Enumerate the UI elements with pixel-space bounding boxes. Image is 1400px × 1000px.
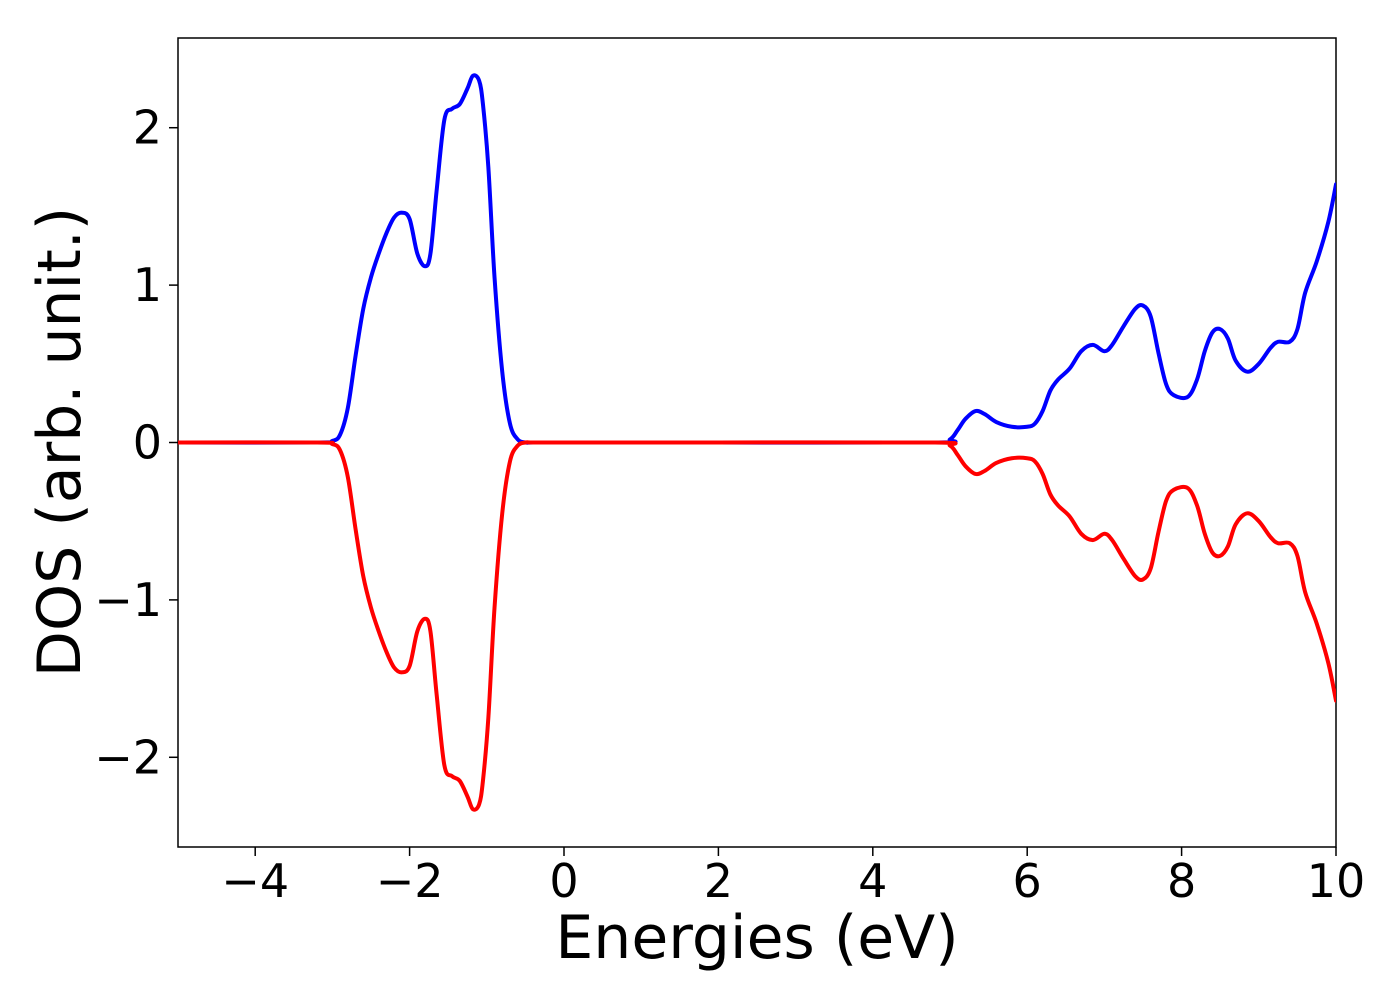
y-tick-label: −1 [94,573,162,627]
x-tick-label: 6 [1013,854,1042,908]
x-tick-label: −4 [221,854,289,908]
dos-line-up [178,73,1336,445]
x-tick-label: −2 [376,854,444,908]
x-tick-label: 8 [1167,854,1196,908]
y-tick-label: −2 [94,730,162,784]
x-axis-ticks: −4 −2 0 2 4 6 8 10 [221,847,1365,908]
dos-line-down [178,440,1336,812]
x-tick-label: 0 [549,854,578,908]
y-axis-label: DOS (arb. unit.) [25,207,95,677]
series-layer [178,73,1336,812]
y-tick-label: 1 [133,258,162,312]
y-tick-label: 0 [133,416,162,470]
x-tick-label: 4 [858,854,887,908]
y-axis-ticks: −2 −1 0 1 2 [94,101,178,784]
x-axis-label: Energies (eV) [555,903,958,973]
x-tick-label: 2 [704,854,733,908]
y-tick-label: 2 [133,101,162,155]
x-tick-label: 10 [1307,854,1366,908]
